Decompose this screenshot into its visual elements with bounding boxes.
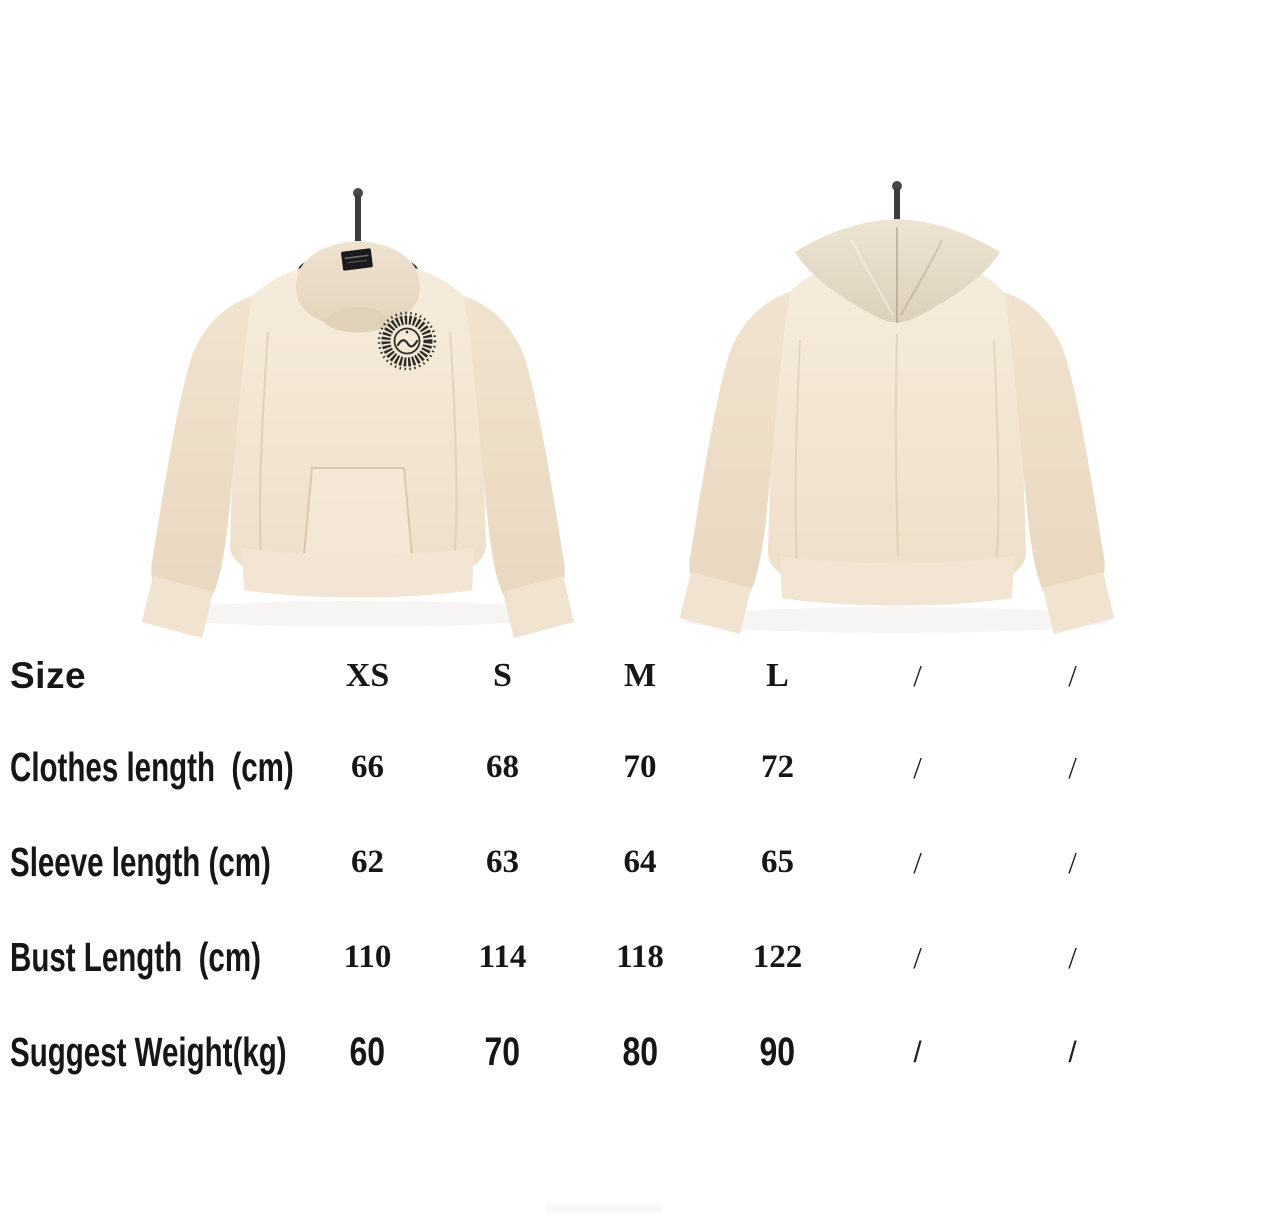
value-cell-slash: / [1068,844,1077,880]
value-cell-slash: / [1068,1035,1077,1069]
front-right-sleeve [464,296,565,602]
value-cell: 90 [759,1030,796,1074]
value-cell: 66 [351,749,384,785]
hood-opening-shadow [324,307,392,333]
size-chart-table: Size XS S M L / / Clothes length (cm) 66… [0,632,1155,1100]
back-body [768,254,1026,596]
value-cell: 72 [761,749,794,785]
product-photo [142,181,1114,638]
front-left-sleeve [151,296,252,602]
column-header-slash-1: / [913,658,922,693]
row-label: Sleeve length (cm) [10,839,271,885]
value-cell-slash: / [913,844,922,880]
value-cell: 60 [349,1030,386,1074]
column-header-slash-2: / [1068,658,1077,693]
back-hood [795,219,1000,323]
back-shadow [682,607,1112,633]
row-label: Clothes length (cm) [10,744,294,790]
column-header-l: L [766,657,789,694]
crest-logo [377,311,437,371]
front-hoodie-photo [142,188,574,638]
value-cell: 118 [616,939,664,975]
value-cell-slash: / [913,749,922,785]
front-hood [296,241,420,322]
row-label: Suggest Weight(kg) [10,1029,287,1075]
value-cell: 64 [623,844,657,880]
faint-watermark-smudge [546,1204,664,1213]
table-row-bust-length: Bust Length (cm) 110 114 118 122 / / [0,910,1155,1005]
value-cell-slash: / [913,1035,922,1069]
kangaroo-pocket [302,467,414,557]
table-row-sleeve-length: Sleeve length (cm) 62 63 64 65 / / [0,815,1155,910]
value-cell: 110 [343,939,392,975]
front-shadow [153,601,563,627]
column-header-xs: XS [345,657,390,694]
value-cell: 114 [478,939,527,975]
back-hoodie-photo [680,181,1114,634]
neck-label [341,248,373,271]
value-cell: 80 [622,1030,658,1074]
back-right-sleeve [1004,292,1105,598]
hoodie-photo-svg [142,181,1114,638]
value-cell: 70 [484,1030,521,1074]
table-header-row: Size XS S M L / / [0,632,1155,720]
value-cell: 63 [486,844,519,880]
column-header-s: S [493,657,512,694]
back-left-sleeve [689,292,790,598]
row-label: Bust Length (cm) [10,934,261,980]
value-cell: 65 [761,844,794,880]
value-cell-slash: / [1068,939,1077,975]
value-cell-slash: / [913,939,922,975]
table-row-clothes-length: Clothes length (cm) 66 68 70 72 / / [0,720,1155,815]
value-cell-slash: / [1068,749,1077,785]
value-cell: 62 [351,844,384,880]
column-header-m: M [623,657,657,694]
column-header-size: Size [10,655,87,696]
table-row-suggest-weight: Suggest Weight(kg) 60 70 80 90 / / [0,1005,1155,1100]
value-cell: 122 [752,939,803,975]
value-cell: 68 [486,749,519,785]
value-cell: 70 [623,749,657,785]
front-body [230,260,486,586]
